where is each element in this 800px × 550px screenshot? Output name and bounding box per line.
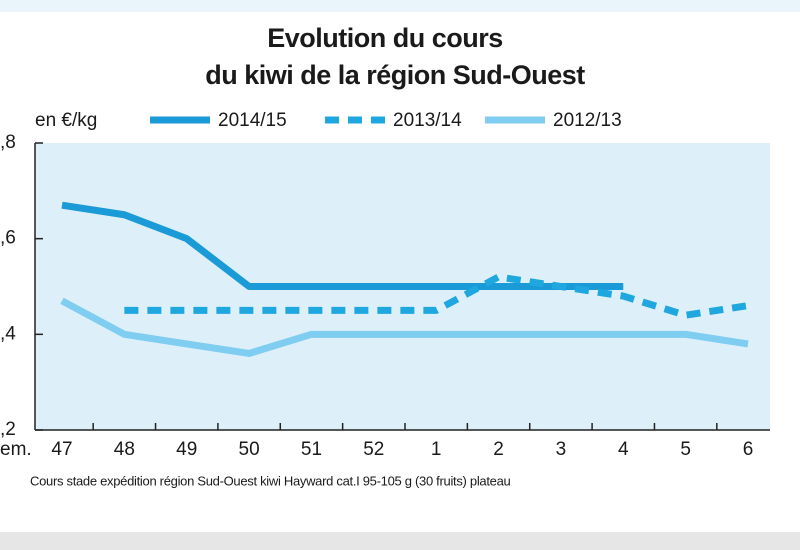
note: Cours stade expédition région Sud-Ouest …	[30, 473, 511, 488]
x-tick-label: 48	[114, 439, 135, 460]
x-tick-label: 4	[618, 439, 629, 460]
legend-label: 2013/14	[393, 110, 462, 131]
x-tick-label: 1	[431, 439, 442, 460]
y-axis-label: en €/kg	[35, 110, 97, 131]
chart-title: du kiwi de la région Sud-Ouest	[205, 60, 585, 90]
legend-label: 2014/15	[218, 110, 287, 131]
legend-label: 2012/13	[553, 110, 622, 131]
x-tick-label: 50	[239, 439, 260, 460]
y-tick-label: ,8	[0, 132, 16, 153]
x-tick-label: 3	[556, 439, 567, 460]
y-tick-label: ,4	[0, 323, 16, 344]
x-tick-label: 52	[363, 439, 384, 460]
x-tick-label: 6	[743, 439, 754, 460]
x-tick-label: 49	[176, 439, 197, 460]
top-band	[0, 0, 800, 12]
y-tick-label: ,2	[0, 419, 16, 440]
chart-title: Evolution du cours	[267, 23, 503, 53]
x-tick-label: 5	[680, 439, 691, 460]
bottom-band	[0, 532, 800, 550]
series-line	[61, 201, 624, 290]
x-tick-label: 47	[51, 439, 72, 460]
x-axis-label: em.	[0, 439, 32, 460]
series-line	[124, 273, 749, 319]
x-tick-label: 51	[301, 439, 322, 460]
y-tick-label: ,6	[0, 228, 16, 249]
x-tick-label: 2	[493, 439, 504, 460]
series-line	[60, 297, 749, 357]
